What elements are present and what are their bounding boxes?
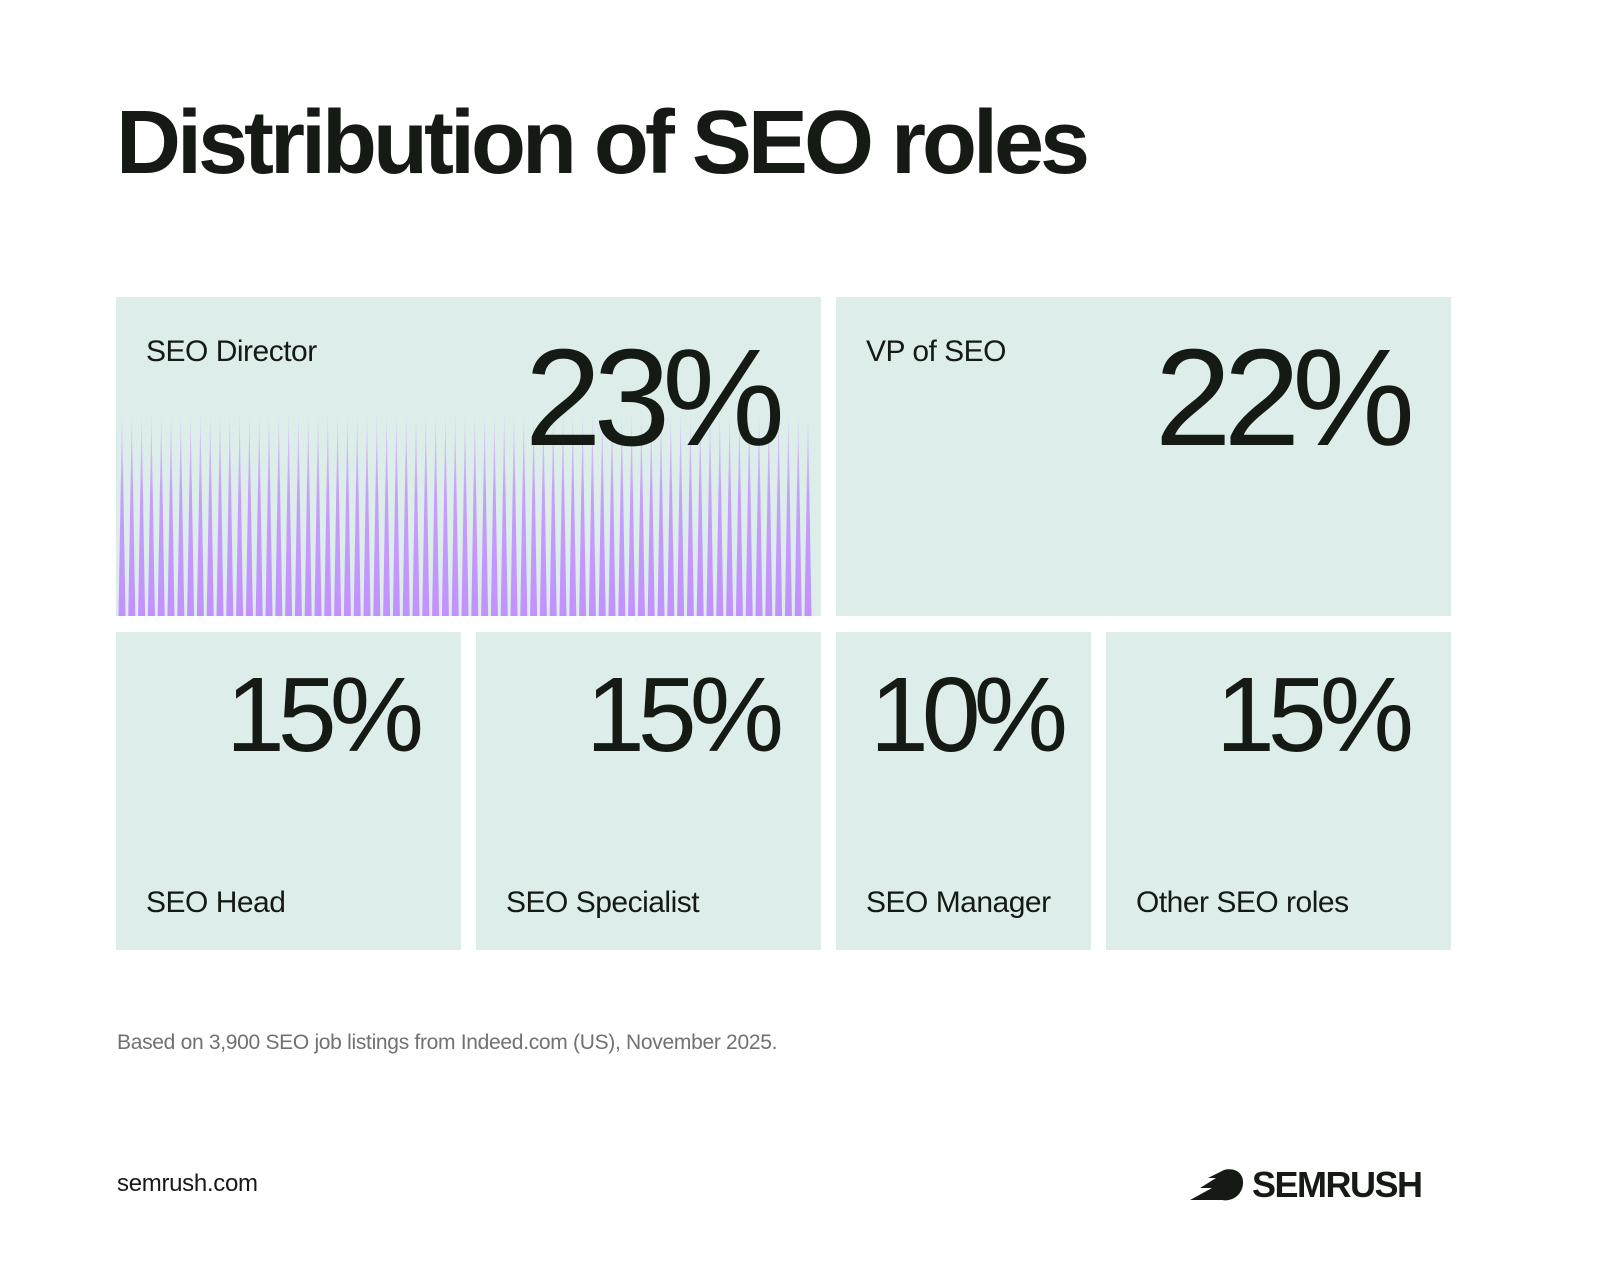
footnote: Based on 3,900 SEO job listings from Ind… <box>117 1031 778 1054</box>
spike <box>735 415 743 616</box>
role-percent: 22% <box>1154 321 1415 475</box>
tile-vp-of-seo: VP of SEO 22% <box>836 297 1451 616</box>
spike <box>412 415 420 616</box>
spike <box>451 415 459 616</box>
spike <box>196 415 204 616</box>
spike <box>353 415 361 616</box>
spike <box>530 415 538 616</box>
role-label: SEO Director <box>146 335 317 368</box>
tile-seo-specialist: 15% SEO Specialist <box>476 632 821 950</box>
tile-seo-director: SEO Director 23% <box>116 297 821 616</box>
spike <box>569 415 577 616</box>
spike <box>432 415 440 616</box>
spike <box>422 415 430 616</box>
spike <box>304 415 312 616</box>
spike <box>598 415 606 616</box>
spike <box>187 415 195 616</box>
spike <box>784 415 792 616</box>
spike <box>520 415 528 616</box>
spike <box>471 415 479 616</box>
spike <box>500 415 508 616</box>
spike <box>618 415 626 616</box>
spike <box>461 415 469 616</box>
role-percent: 15% <box>1215 656 1414 774</box>
role-label: VP of SEO <box>866 335 1007 368</box>
role-percent: 15% <box>585 656 784 774</box>
spike-pattern <box>118 415 812 616</box>
semrush-comet-icon <box>1190 1169 1244 1201</box>
role-label: SEO Specialist <box>506 886 700 919</box>
role-percent: 23% <box>524 321 785 475</box>
spike <box>510 415 518 616</box>
spike <box>294 415 302 616</box>
spike <box>343 415 351 616</box>
spike <box>275 415 283 616</box>
tile-other-seo-roles: 15% Other SEO roles <box>1106 632 1451 950</box>
semrush-logo: SEMRUSH <box>1190 1164 1423 1206</box>
tile-seo-manager: 10% SEO Manager <box>836 632 1091 950</box>
spike <box>285 415 293 616</box>
spike <box>804 415 812 616</box>
spike <box>128 415 136 616</box>
spike <box>363 415 371 616</box>
spike <box>177 415 185 616</box>
spike <box>314 415 322 616</box>
spike <box>696 415 704 616</box>
spike <box>392 415 400 616</box>
role-label: SEO Manager <box>866 886 1051 919</box>
role-label: SEO Head <box>146 886 286 919</box>
tile-seo-head: 15% SEO Head <box>116 632 461 950</box>
role-percent: 15% <box>225 656 424 774</box>
spike <box>481 415 489 616</box>
spike <box>402 415 410 616</box>
spike <box>726 415 734 616</box>
spike <box>147 415 155 616</box>
spike <box>588 415 596 616</box>
spike <box>236 415 244 616</box>
role-percent: 10% <box>869 656 1068 774</box>
spike <box>265 415 273 616</box>
spike <box>441 415 449 616</box>
spike <box>383 415 391 616</box>
spike <box>745 415 753 616</box>
spike <box>775 415 783 616</box>
site-link: semrush.com <box>117 1170 258 1197</box>
spike <box>373 415 381 616</box>
logo-text: SEMRUSH <box>1252 1164 1423 1205</box>
spike <box>157 415 165 616</box>
spike <box>608 415 616 616</box>
spike <box>657 415 665 616</box>
spike <box>324 415 332 616</box>
spike <box>667 415 675 616</box>
spike <box>206 415 214 616</box>
spike <box>167 415 175 616</box>
spike <box>686 415 694 616</box>
spike <box>579 415 587 616</box>
spike <box>677 415 685 616</box>
spike <box>765 415 773 616</box>
spike <box>226 415 234 616</box>
spike <box>716 415 724 616</box>
role-label: Other SEO roles <box>1136 886 1349 919</box>
spike <box>628 415 636 616</box>
spike <box>706 415 714 616</box>
spike <box>647 415 655 616</box>
spike <box>245 415 253 616</box>
spike <box>637 415 645 616</box>
spike <box>559 415 567 616</box>
spike <box>794 415 802 616</box>
page-title: Distribution of SEO roles <box>116 93 1090 193</box>
spike <box>118 415 126 616</box>
spike <box>755 415 763 616</box>
spike <box>490 415 498 616</box>
spike <box>549 415 557 616</box>
spike <box>216 415 224 616</box>
spike <box>539 415 547 616</box>
spike <box>334 415 342 616</box>
spike <box>138 415 146 616</box>
spike <box>255 415 263 616</box>
